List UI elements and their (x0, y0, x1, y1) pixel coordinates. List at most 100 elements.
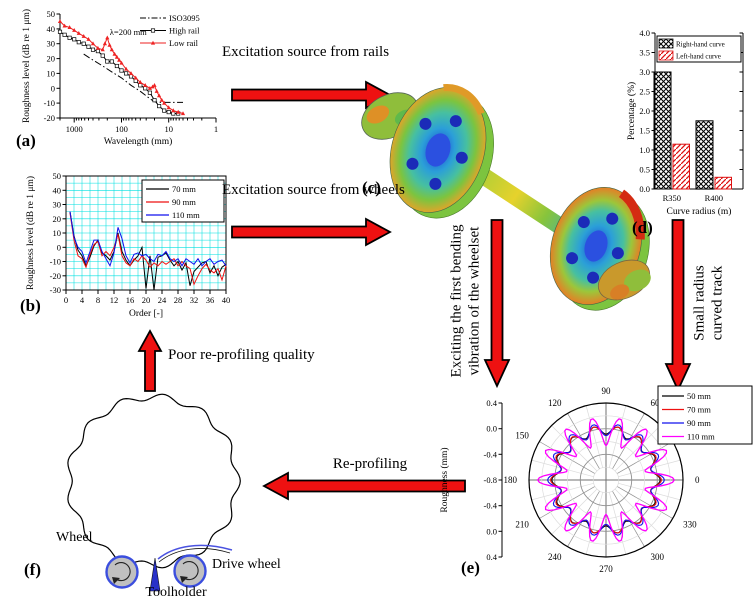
svg-text:4: 4 (80, 295, 85, 305)
legend-entry: Left-hand curve (676, 53, 721, 61)
angle-label: 300 (651, 552, 665, 562)
bar-R350-Left-hand curve (672, 143, 690, 190)
chart-curve-percentage: 0.0 0.5 1.0 1.5 2.0 2.5 3.0 3.5 4.0 R350 R400 Right… (626, 28, 744, 217)
drive-wheel-left-shape (105, 555, 139, 589)
svg-text:-0.4: -0.4 (484, 501, 498, 511)
x-axis-label: Curve radius (m) (667, 206, 732, 217)
svg-text:10: 10 (53, 228, 62, 238)
svg-text:-20: -20 (50, 271, 61, 281)
svg-text:1.5: 1.5 (639, 126, 650, 136)
axlebox-right (597, 259, 651, 301)
excitation-rails-label: Excitation source from rails (222, 44, 390, 60)
svg-text:0.0: 0.0 (486, 424, 497, 434)
wheel-left (389, 84, 494, 219)
y-axis-label: Roughness level (dB re 1 μm) (21, 9, 32, 123)
svg-text:0.4: 0.4 (486, 398, 497, 408)
series-110 mm (69, 211, 227, 268)
wheel-label: Wheel (56, 530, 93, 545)
series-70 mm (69, 211, 227, 291)
angle-label: 210 (515, 520, 529, 530)
svg-text:50: 50 (53, 171, 62, 181)
svg-text:40: 40 (53, 185, 62, 195)
bar-R400-Left-hand curve (714, 176, 732, 190)
reprofiling-diagram (67, 393, 241, 592)
x-axis-label: Order [-] (129, 309, 163, 319)
svg-text:0.4: 0.4 (486, 552, 497, 562)
series-90 mm (69, 212, 227, 286)
bending-vibration-label: Exciting the first bending vibration of … (448, 224, 482, 378)
toolholder-label: Toolholder (145, 585, 207, 600)
drive-wheel-label: Drive wheel (212, 557, 281, 572)
y-axis-label: Percentage (%) (626, 82, 637, 140)
svg-text:30: 30 (53, 200, 62, 210)
legend-entry: 50 mm (687, 391, 711, 401)
svg-text:-30: -30 (50, 285, 61, 295)
category-label: R350 (663, 193, 681, 203)
lambda-annotation: λ=200 mm (110, 27, 147, 37)
chart-polar-roughness: 0 60 90 120 150 180 210 240 270 300 330 0.4 0.0 -0.4 -… (439, 385, 753, 574)
legend-entry: 110 mm (172, 210, 200, 220)
reprofiling-label: Re-profiling (332, 456, 408, 472)
svg-text:0.0: 0.0 (639, 184, 650, 194)
legend-entry: Right-hand curve (676, 41, 725, 49)
poor-quality-label: Poor re-profiling quality (168, 347, 315, 363)
cutting-chip-line (157, 544, 233, 560)
svg-text:0.0: 0.0 (486, 526, 497, 536)
panel-label-a: (a) (16, 131, 36, 150)
category-label: R400 (705, 193, 723, 203)
legend-entry: 90 mm (172, 197, 196, 207)
svg-text:-0.4: -0.4 (484, 449, 498, 459)
angle-label: 270 (599, 564, 613, 574)
y-axis-label: Roughness level (dB re 1 μm) (25, 176, 36, 290)
panel-label-d: (d) (632, 218, 653, 237)
chart-wheel-roughness-order: -30 -20 -10 0 10 20 30 40 50 0 4 8 12 16 20 24 28 32 36 40 7… (25, 171, 230, 319)
svg-text:20: 20 (53, 214, 62, 224)
panel-label-c: (c) (362, 178, 381, 197)
svg-text:20: 20 (47, 54, 56, 64)
svg-text:8: 8 (96, 295, 100, 305)
svg-text:100: 100 (115, 124, 128, 134)
chart-rail-roughness: -20 -10 0 10 20 30 40 50 1000 100 10 1 ISO3095 High r… (21, 9, 218, 147)
angle-label: 90 (602, 386, 612, 396)
svg-text:3.0: 3.0 (639, 67, 650, 77)
legend-entry: 70 mm (687, 405, 711, 415)
legend-entry: 110 mm (687, 432, 715, 442)
svg-text:0: 0 (64, 295, 68, 305)
svg-text:36: 36 (206, 295, 215, 305)
panel-label-b: (b) (20, 296, 41, 315)
cutting-chip-line-dark (158, 548, 231, 563)
bar-R400-Right-hand curve (695, 120, 714, 190)
panel-label-f: (f) (24, 560, 41, 579)
svg-text:-10: -10 (44, 98, 55, 108)
svg-text:28: 28 (174, 295, 183, 305)
bar-R350-Right-hand curve (653, 71, 672, 190)
angle-label: 60 (651, 398, 661, 408)
svg-text:20: 20 (142, 295, 151, 305)
arrow-reprofiling (262, 471, 466, 501)
legend-entry: 70 mm (172, 184, 196, 194)
angle-label: 0 (695, 475, 700, 485)
svg-text:-0.8: -0.8 (484, 475, 497, 485)
svg-text:-10: -10 (50, 257, 61, 267)
svg-text:1.0: 1.0 (639, 145, 650, 155)
angle-label: 180 (504, 475, 518, 485)
angle-label: 240 (548, 552, 562, 562)
y-axis-label: Roughness (mm) (439, 447, 450, 512)
toolholder-shape (149, 557, 161, 592)
svg-text:30: 30 (47, 39, 56, 49)
arrow-excitation-wheels (231, 217, 392, 247)
arrow-excitation-rails (231, 80, 392, 110)
svg-text:24: 24 (158, 295, 167, 305)
svg-text:50: 50 (47, 9, 56, 19)
arrow-small-radius (664, 219, 692, 393)
svg-text:0: 0 (57, 242, 61, 252)
wheelset-fem-render (361, 84, 651, 311)
arrow-bending-vibration (483, 219, 511, 389)
svg-text:1: 1 (214, 124, 218, 134)
svg-text:10: 10 (164, 124, 173, 134)
svg-text:0: 0 (51, 83, 55, 93)
series-90 mm (547, 424, 665, 536)
svg-text:2.5: 2.5 (639, 87, 650, 97)
